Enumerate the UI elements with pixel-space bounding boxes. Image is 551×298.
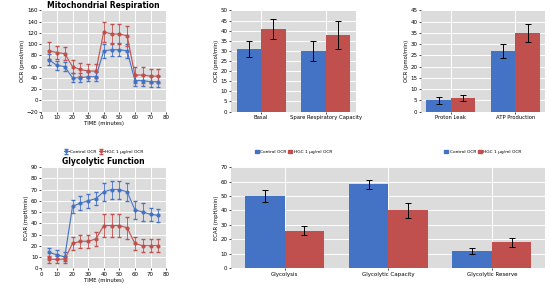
Bar bbox=[388, 210, 428, 268]
Bar bbox=[326, 35, 350, 111]
Title: Glycolytic Function: Glycolytic Function bbox=[62, 157, 145, 166]
Bar bbox=[515, 33, 540, 111]
Bar bbox=[426, 100, 451, 111]
Legend: Control OCR, HGC 1 μg/ml OCR: Control OCR, HGC 1 μg/ml OCR bbox=[442, 148, 523, 156]
Legend: Control OCR, HGC 1 μg/ml OCR: Control OCR, HGC 1 μg/ml OCR bbox=[62, 148, 145, 156]
Legend: Control OCR, HGC 1 μg/ml OCR: Control OCR, HGC 1 μg/ml OCR bbox=[253, 148, 334, 156]
Bar bbox=[451, 98, 476, 111]
X-axis label: TIME (minutes): TIME (minutes) bbox=[84, 121, 124, 126]
Bar bbox=[261, 29, 285, 111]
Bar bbox=[349, 184, 388, 268]
X-axis label: TIME (minutes): TIME (minutes) bbox=[84, 278, 124, 283]
Bar bbox=[245, 196, 285, 268]
Y-axis label: OCR (pmol/min): OCR (pmol/min) bbox=[404, 40, 409, 82]
Bar bbox=[452, 251, 492, 268]
Bar bbox=[301, 51, 326, 111]
Y-axis label: OCR (pmol/min): OCR (pmol/min) bbox=[214, 40, 219, 82]
Bar bbox=[285, 231, 324, 268]
Bar bbox=[492, 242, 531, 268]
Y-axis label: ECAR (mpH/min): ECAR (mpH/min) bbox=[214, 195, 219, 240]
Y-axis label: OCR (pmol/min): OCR (pmol/min) bbox=[20, 40, 25, 82]
Y-axis label: ECAR (mpH/min): ECAR (mpH/min) bbox=[24, 195, 29, 240]
Title: Mitochondrial Respiration: Mitochondrial Respiration bbox=[47, 1, 160, 10]
Bar bbox=[237, 49, 261, 111]
Bar bbox=[491, 51, 515, 111]
